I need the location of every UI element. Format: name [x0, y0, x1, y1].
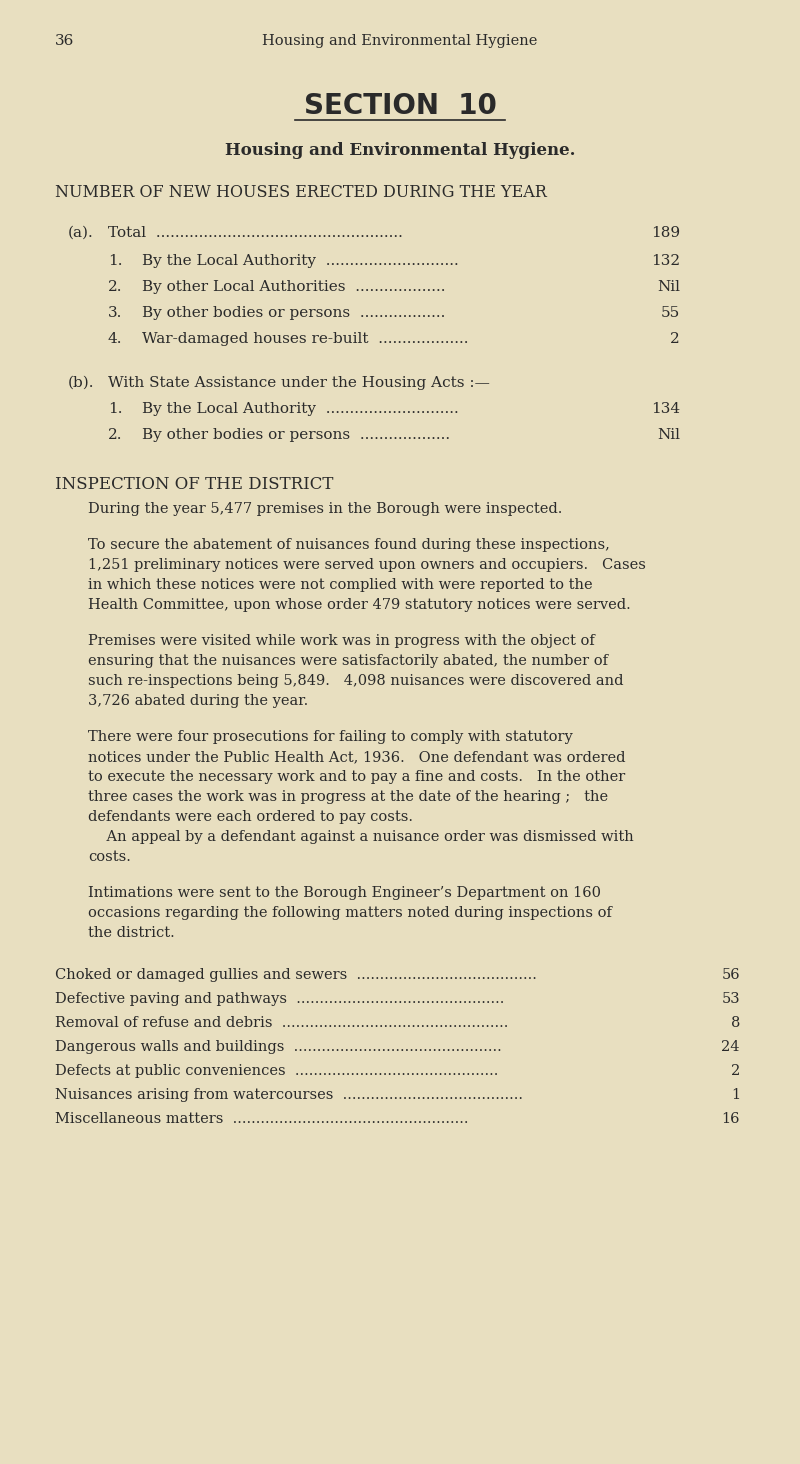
- Text: Choked or damaged gullies and sewers  .......................................: Choked or damaged gullies and sewers ...…: [55, 968, 537, 982]
- Text: costs.: costs.: [88, 851, 131, 864]
- Text: Miscellaneous matters  ...................................................: Miscellaneous matters ..................…: [55, 1113, 469, 1126]
- Text: 16: 16: [722, 1113, 740, 1126]
- Text: To secure the abatement of nuisances found during these inspections,: To secure the abatement of nuisances fou…: [88, 537, 610, 552]
- Text: There were four prosecutions for failing to comply with statutory: There were four prosecutions for failing…: [88, 731, 573, 744]
- Text: 56: 56: [722, 968, 740, 982]
- Text: to execute the necessary work and to pay a fine and costs.   In the other: to execute the necessary work and to pay…: [88, 770, 626, 785]
- Text: 2.: 2.: [108, 280, 122, 294]
- Text: Dangerous walls and buildings  .............................................: Dangerous walls and buildings ..........…: [55, 1039, 502, 1054]
- Text: the district.: the district.: [88, 927, 174, 940]
- Text: 1.: 1.: [108, 253, 122, 268]
- Text: 1: 1: [731, 1088, 740, 1102]
- Text: Defects at public conveniences  ............................................: Defects at public conveniences .........…: [55, 1064, 498, 1078]
- Text: During the year 5,477 premises in the Borough were inspected.: During the year 5,477 premises in the Bo…: [88, 502, 562, 515]
- Text: Total  ....................................................: Total ..................................…: [108, 225, 403, 240]
- Text: 189: 189: [651, 225, 680, 240]
- Text: Removal of refuse and debris  .................................................: Removal of refuse and debris ...........…: [55, 1016, 508, 1031]
- Text: An appeal by a defendant against a nuisance order was dismissed with: An appeal by a defendant against a nuisa…: [88, 830, 634, 845]
- Text: SECTION  10: SECTION 10: [303, 92, 497, 120]
- Text: 1,251 preliminary notices were served upon owners and occupiers.   Cases: 1,251 preliminary notices were served up…: [88, 558, 646, 572]
- Text: 3.: 3.: [108, 306, 122, 321]
- Text: 1.: 1.: [108, 403, 122, 416]
- Text: War-damaged houses re-built  ...................: War-damaged houses re-built ............…: [142, 332, 469, 346]
- Text: By other Local Authorities  ...................: By other Local Authorities .............…: [142, 280, 446, 294]
- Text: 2.: 2.: [108, 427, 122, 442]
- Text: notices under the Public Health Act, 1936.   One defendant was ordered: notices under the Public Health Act, 193…: [88, 750, 626, 764]
- Text: INSPECTION OF THE DISTRICT: INSPECTION OF THE DISTRICT: [55, 476, 334, 493]
- Text: Defective paving and pathways  .............................................: Defective paving and pathways ..........…: [55, 993, 504, 1006]
- Text: Nuisances arising from watercourses  .......................................: Nuisances arising from watercourses ....…: [55, 1088, 523, 1102]
- Text: By other bodies or persons  ...................: By other bodies or persons .............…: [142, 427, 450, 442]
- Text: occasions regarding the following matters noted during inspections of: occasions regarding the following matter…: [88, 906, 612, 919]
- Text: By the Local Authority  ............................: By the Local Authority .................…: [142, 403, 458, 416]
- Text: 2: 2: [730, 1064, 740, 1078]
- Text: Housing and Environmental Hygiene: Housing and Environmental Hygiene: [262, 34, 538, 48]
- Text: 36: 36: [55, 34, 74, 48]
- Text: (a).: (a).: [68, 225, 94, 240]
- Text: such re-inspections being 5,849.   4,098 nuisances were discovered and: such re-inspections being 5,849. 4,098 n…: [88, 673, 623, 688]
- Text: in which these notices were not complied with were reported to the: in which these notices were not complied…: [88, 578, 593, 591]
- Text: three cases the work was in progress at the date of the hearing ;   the: three cases the work was in progress at …: [88, 791, 608, 804]
- Text: Nil: Nil: [657, 427, 680, 442]
- Text: By other bodies or persons  ..................: By other bodies or persons .............…: [142, 306, 446, 321]
- Text: Health Committee, upon whose order 479 statutory notices were served.: Health Committee, upon whose order 479 s…: [88, 597, 630, 612]
- Text: With State Assistance under the Housing Acts :—: With State Assistance under the Housing …: [108, 376, 490, 389]
- Text: 55: 55: [661, 306, 680, 321]
- Text: Nil: Nil: [657, 280, 680, 294]
- Text: NUMBER OF NEW HOUSES ERECTED DURING THE YEAR: NUMBER OF NEW HOUSES ERECTED DURING THE …: [55, 184, 547, 201]
- Text: ensuring that the nuisances were satisfactorily abated, the number of: ensuring that the nuisances were satisfa…: [88, 654, 608, 668]
- Text: 2: 2: [670, 332, 680, 346]
- Text: 24: 24: [722, 1039, 740, 1054]
- Text: 132: 132: [651, 253, 680, 268]
- Text: 8: 8: [730, 1016, 740, 1031]
- Text: Housing and Environmental Hygiene.: Housing and Environmental Hygiene.: [225, 142, 575, 160]
- Text: Intimations were sent to the Borough Engineer’s Department on 160: Intimations were sent to the Borough Eng…: [88, 886, 601, 900]
- Text: (b).: (b).: [68, 376, 94, 389]
- Text: 134: 134: [651, 403, 680, 416]
- Text: 53: 53: [722, 993, 740, 1006]
- Text: 3,726 abated during the year.: 3,726 abated during the year.: [88, 694, 308, 709]
- Text: Premises were visited while work was in progress with the object of: Premises were visited while work was in …: [88, 634, 594, 649]
- Text: defendants were each ordered to pay costs.: defendants were each ordered to pay cost…: [88, 810, 413, 824]
- Text: 4.: 4.: [108, 332, 122, 346]
- Text: By the Local Authority  ............................: By the Local Authority .................…: [142, 253, 458, 268]
